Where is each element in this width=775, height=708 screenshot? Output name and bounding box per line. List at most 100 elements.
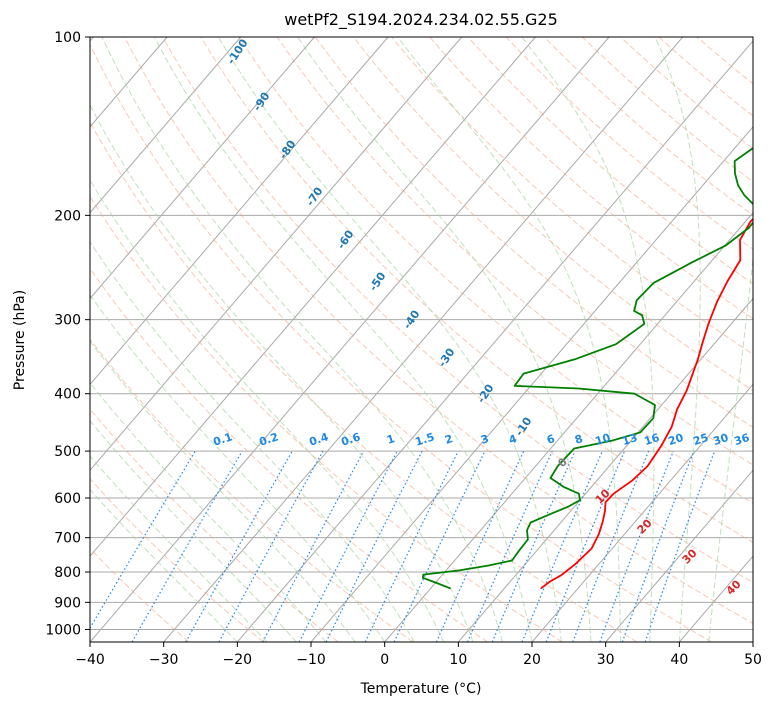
sounding-series [421,147,753,590]
isotherm [384,211,753,642]
isotherm [531,383,753,642]
mixing-ratio-line [466,450,553,642]
moist-adiabat [708,252,753,642]
mixing-ratio-line [644,450,716,642]
y-axis-label: Pressure (hPa) [12,290,28,390]
moist-adiabat [153,37,533,642]
x-tick-label: −30 [149,652,179,668]
mixing-ratio-label: 13 [621,431,640,448]
mixing-ratio-label: 0.2 [258,430,281,448]
moist-adiabat [654,37,701,642]
isotherm [605,469,753,642]
moist-adiabat [297,37,592,642]
dry-adiabat [90,43,712,642]
dry-adiabat [90,121,638,642]
dry-adiabat [467,37,753,285]
x-tick-label: 10 [449,652,467,668]
mixing-ratio-label: 2 [443,432,454,447]
mixing-ratio-label: 4 [507,432,519,447]
moist-adiabat [90,488,238,642]
plot-area [90,37,753,642]
mixing-ratio-line [572,450,650,642]
moist-adiabat [90,103,474,642]
x-tick-label: 20 [523,652,541,668]
dewpoint-profile [421,147,753,590]
mixing-ratio-label: 6 [545,432,557,447]
moist-adiabat [90,381,327,642]
y-tick-label: 200 [54,208,81,224]
moist-adiabat [90,455,268,642]
dry-adiabat [314,37,753,428]
y-tick-label: 500 [54,444,81,460]
moist-adiabat [90,240,415,642]
y-tick-label: 300 [54,313,81,329]
axes-frame [89,36,754,643]
isotherm [163,37,684,642]
mixing-ratio-line [218,450,324,642]
mixing-ratio-line [325,450,423,642]
temperature-profile [540,217,753,590]
mixing-ratio-line [262,450,365,642]
isotherm [90,37,389,386]
dry-adiabat [90,267,488,642]
mixing-ratio-label: 0.4 [308,430,331,448]
chart-title: wetPf2_S194.2024.234.02.55.G25 [284,10,558,30]
mixing-ratio-label: 0.6 [340,430,363,448]
x-tick-label: 0 [380,652,389,668]
isotherm [90,37,463,472]
mixing-ratio-label: 0.1 [212,430,235,448]
y-tick-label: 600 [54,491,81,507]
dry-adiabat [90,338,414,642]
x-tick-label: −40 [75,652,105,668]
mixing-ratio-label: 1.5 [414,430,437,448]
plot-frame [89,36,754,643]
moist-adiabat [90,178,445,642]
y-tick-label: 400 [54,387,81,403]
x-tick-label: −10 [296,652,326,668]
mixing-ratio-label: 10 [594,431,613,448]
mixing-ratio-line [521,450,603,642]
moist-adiabat [90,294,386,642]
dry-adiabat [353,37,753,392]
dry-adiabat [429,37,753,320]
y-tick-label: 800 [54,565,81,581]
mixing-ratio-label: 20 [667,431,686,448]
isotherm [90,37,610,642]
dry-adiabat [90,195,563,642]
mixing-ratio-label: 1 [385,432,396,447]
moist-adiabat [521,37,655,642]
moist-adiabat [217,37,562,642]
background-lines [90,37,753,642]
x-tick-label: 30 [597,652,615,668]
plot-background [90,37,753,642]
mixing-ratio-label: 3 [479,432,490,447]
moist-adiabat [90,340,356,642]
isotherm [236,40,753,642]
isotherm [90,37,315,300]
mixing-ratio-line [545,450,626,642]
dry-adiabat [90,408,339,642]
y-tick-label: 1000 [45,622,81,638]
mixing-ratio-line [621,450,695,642]
dry-adiabat [238,37,753,504]
y-tick-label: 700 [54,531,81,547]
x-axis-label: Temperature (°C) [360,681,482,697]
mixing-ratio-label: 36 [733,431,752,448]
isotherm [90,37,536,557]
mixing-ratio-label: 16 [643,431,662,448]
y-tick-label: 100 [54,30,81,46]
x-tick-label: 40 [670,652,688,668]
mixing-ratio-line [491,450,576,642]
x-tick-label: 50 [744,652,762,668]
mixing-ratio-label: 30 [712,431,731,448]
dry-adiabat [200,37,753,544]
y-tick-label: 900 [54,595,81,611]
mixing-ratio-line [599,450,674,642]
axis-ticks: −40 −30 −20 −10 0 10 20 30 40 5010020030040050060… [45,30,762,668]
x-tick-label: −20 [223,652,253,668]
moist-adiabat [90,419,297,642]
dry-adiabat [124,37,753,624]
isotherm [752,641,753,642]
dry-adiabat [90,478,264,642]
